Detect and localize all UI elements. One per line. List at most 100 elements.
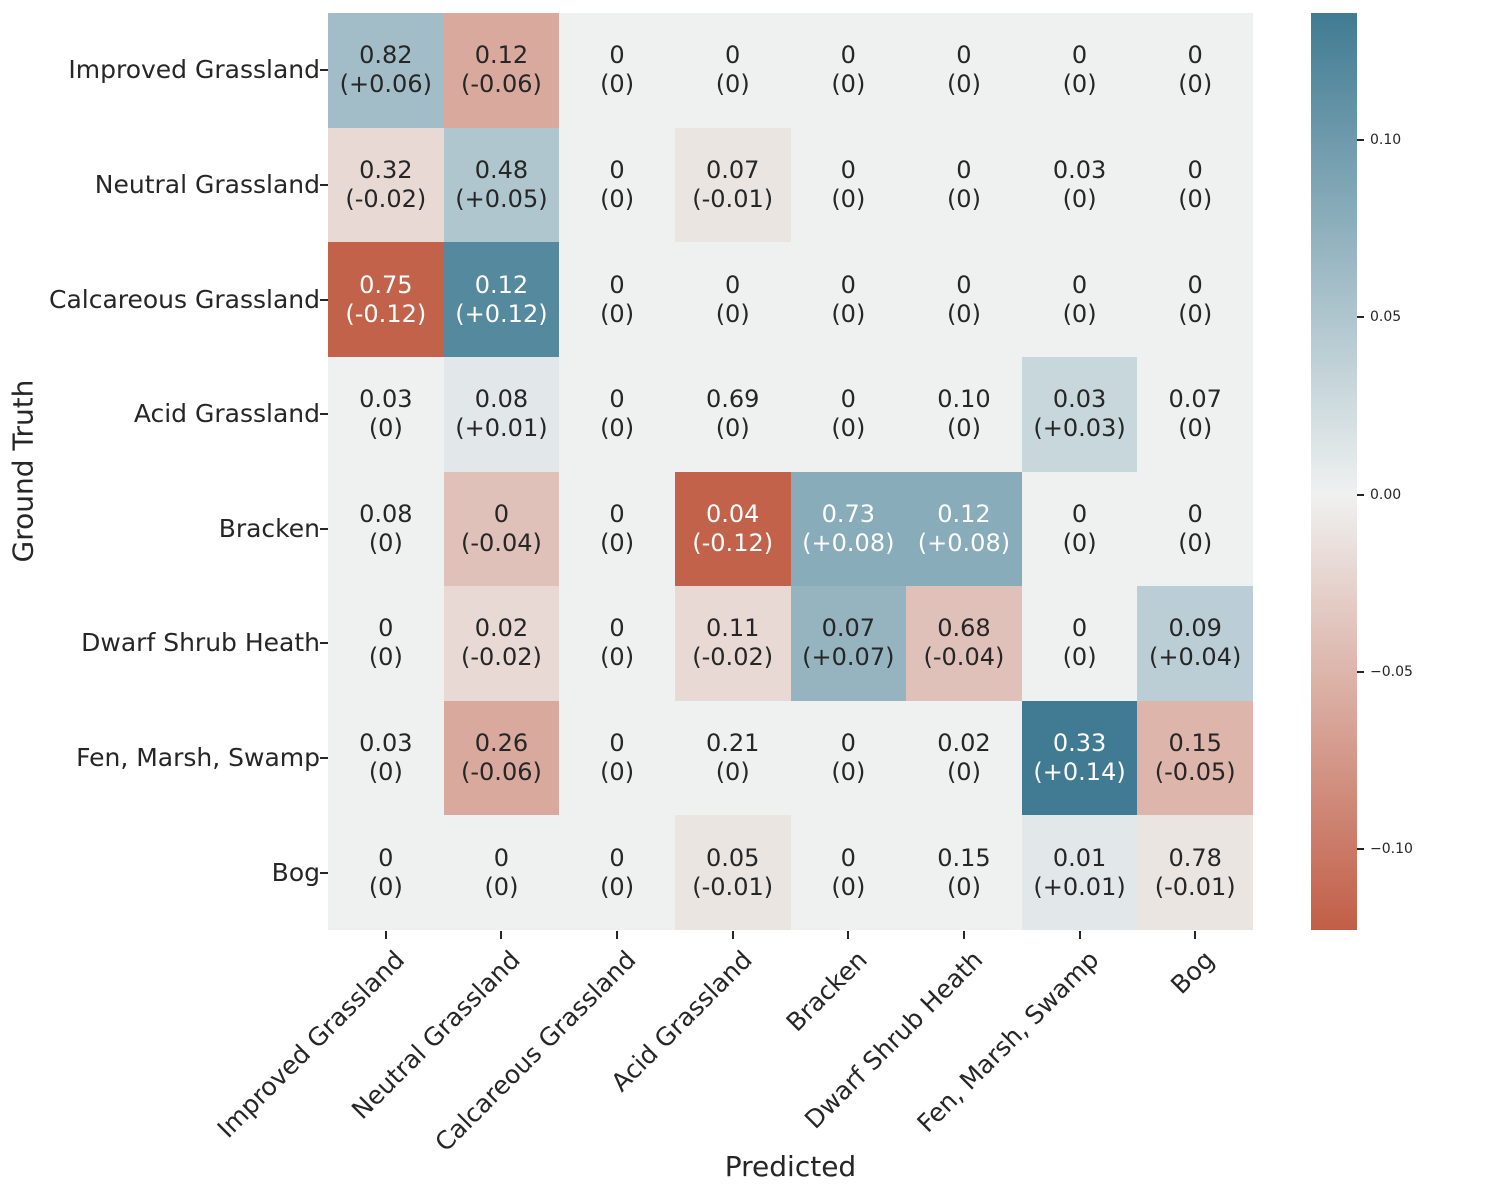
heatmap-cell: 0.10 (0) bbox=[906, 356, 1022, 472]
cell-delta: (0) bbox=[1178, 299, 1213, 328]
cell-value: 0 bbox=[378, 614, 394, 643]
cell-value: 0 bbox=[493, 843, 510, 872]
cell-delta: (0) bbox=[1062, 184, 1097, 213]
cell-value: 0.73 bbox=[821, 499, 876, 528]
cell-delta: (0) bbox=[1178, 70, 1213, 99]
heatmap-cell: 0.78 (-0.01) bbox=[1137, 815, 1253, 930]
heatmap-cell: 0 (0) bbox=[674, 13, 791, 128]
y-tick-mark bbox=[320, 527, 328, 530]
heatmap-cell: 0 (0) bbox=[559, 242, 675, 357]
heatmap-cell: 0 (0) bbox=[906, 242, 1022, 357]
colorbar-tick-mark bbox=[1357, 493, 1364, 496]
cell-delta: (-0.04) bbox=[923, 643, 1005, 672]
cell-delta: (0) bbox=[831, 414, 866, 443]
cell-delta: (0) bbox=[831, 184, 866, 213]
cell-delta: (-0.02) bbox=[461, 643, 542, 672]
heatmap-cell: 0 (0) bbox=[328, 815, 444, 930]
cell-value: 0.03 bbox=[1052, 385, 1107, 414]
heatmap-cell: 0.82 (+0.06) bbox=[328, 13, 444, 128]
heatmap-cell: 0 (0) bbox=[1137, 127, 1253, 243]
cell-delta: (0) bbox=[831, 758, 866, 787]
y-tick-label: Neutral Grassland bbox=[94, 169, 320, 199]
cell-value: 0 bbox=[1187, 270, 1203, 299]
colorbar-tick-label: 0.00 bbox=[1370, 486, 1402, 503]
cell-delta: (0) bbox=[1178, 528, 1213, 557]
cell-delta: (0) bbox=[1062, 528, 1097, 557]
cell-delta: (-0.02) bbox=[692, 643, 774, 672]
cell-delta: (0) bbox=[1062, 643, 1097, 672]
cell-delta: (-0.12) bbox=[345, 299, 427, 328]
cell-value: 0 bbox=[956, 41, 972, 70]
cell-delta: (0) bbox=[946, 758, 981, 787]
cell-value: 0.68 bbox=[937, 614, 991, 643]
cell-value: 0.82 bbox=[359, 41, 413, 70]
x-tick-mark bbox=[1078, 931, 1081, 939]
cell-value: 0 bbox=[840, 270, 856, 299]
cell-delta: (+0.07) bbox=[802, 643, 895, 672]
heatmap-cell: 0 (0) bbox=[790, 356, 907, 472]
heatmap-cell: 0.12 (-0.06) bbox=[443, 13, 560, 128]
cell-delta: (+0.01) bbox=[455, 414, 548, 443]
cell-value: 0.78 bbox=[1168, 843, 1222, 872]
cell-value: 0 bbox=[609, 843, 625, 872]
cell-delta: (-0.01) bbox=[692, 872, 774, 901]
y-tick-mark bbox=[320, 183, 328, 186]
colorbar-tick-mark bbox=[1357, 847, 1364, 850]
heatmap-cell: 0.05 (-0.01) bbox=[674, 815, 791, 930]
heatmap-cell: 0.32 (-0.02) bbox=[328, 127, 444, 243]
heatmap-cell: 0.08 (0) bbox=[328, 471, 444, 587]
cell-delta: (0) bbox=[831, 872, 866, 901]
x-tick-mark bbox=[616, 931, 619, 939]
x-tick-mark bbox=[384, 931, 387, 939]
cell-value: 0 bbox=[1187, 41, 1203, 70]
heatmap-cell: 0.21 (0) bbox=[674, 700, 791, 816]
heatmap-cell: 0.03 (+0.03) bbox=[1021, 356, 1138, 472]
heatmap-cell: 0.15 (-0.05) bbox=[1137, 700, 1253, 816]
colorbar-gradient bbox=[1311, 13, 1357, 930]
cell-value: 0.75 bbox=[359, 270, 413, 299]
heatmap-cell: 0.08 (+0.01) bbox=[443, 356, 560, 472]
heatmap-cell: 0.12 (+0.12) bbox=[443, 242, 560, 357]
cell-delta: (0) bbox=[368, 872, 403, 901]
cell-value: 0.02 bbox=[474, 614, 529, 643]
cell-value: 0.07 bbox=[705, 155, 760, 184]
heatmap-cell: 0 (0) bbox=[1021, 13, 1138, 128]
colorbar-tick-label: 0.10 bbox=[1370, 132, 1402, 149]
cell-value: 0.69 bbox=[705, 385, 760, 414]
cell-value: 0.09 bbox=[1168, 614, 1222, 643]
heatmap-cell: 0.03 (0) bbox=[328, 700, 444, 816]
heatmap-cell: 0 (0) bbox=[559, 586, 675, 701]
heatmap-cell: 0 (0) bbox=[1137, 242, 1253, 357]
cell-value: 0 bbox=[1187, 499, 1203, 528]
heatmap-cell: 0.75 (-0.12) bbox=[328, 242, 444, 357]
cell-value: 0 bbox=[956, 270, 972, 299]
y-tick-label: Improved Grassland bbox=[68, 55, 320, 85]
cell-delta: (0) bbox=[1062, 299, 1097, 328]
heatmap-cell: 0.12 (+0.08) bbox=[906, 471, 1022, 587]
cell-delta: (-0.06) bbox=[461, 758, 542, 787]
cell-value: 0 bbox=[1071, 614, 1088, 643]
heatmap-cell: 0.02 (0) bbox=[906, 700, 1022, 816]
heatmap-cell: 0.69 (0) bbox=[674, 356, 791, 472]
colorbar bbox=[1311, 13, 1357, 930]
cell-delta: (0) bbox=[368, 643, 403, 672]
x-tick-label: Calcareous Grassland bbox=[429, 945, 642, 1158]
cell-value: 0.03 bbox=[1052, 155, 1107, 184]
cell-value: 0.03 bbox=[359, 385, 413, 414]
cell-value: 0.48 bbox=[474, 155, 529, 184]
cell-value: 0 bbox=[609, 614, 625, 643]
heatmap-cell: 0 (0) bbox=[1137, 13, 1253, 128]
cell-value: 0 bbox=[609, 270, 625, 299]
heatmap-cell: 0 (0) bbox=[559, 471, 675, 587]
y-tick-label: Fen, Marsh, Swamp bbox=[76, 743, 320, 773]
cell-delta: (0) bbox=[600, 70, 635, 99]
cell-value: 0 bbox=[493, 499, 510, 528]
cell-value: 0.10 bbox=[937, 385, 991, 414]
cell-delta: (0) bbox=[600, 299, 635, 328]
heatmap-cell: 0.03 (0) bbox=[1021, 127, 1138, 243]
heatmap-cell: 0 (0) bbox=[790, 700, 907, 816]
x-tick-mark bbox=[731, 931, 734, 939]
cell-delta: (0) bbox=[368, 414, 403, 443]
x-tick-mark bbox=[847, 931, 850, 939]
